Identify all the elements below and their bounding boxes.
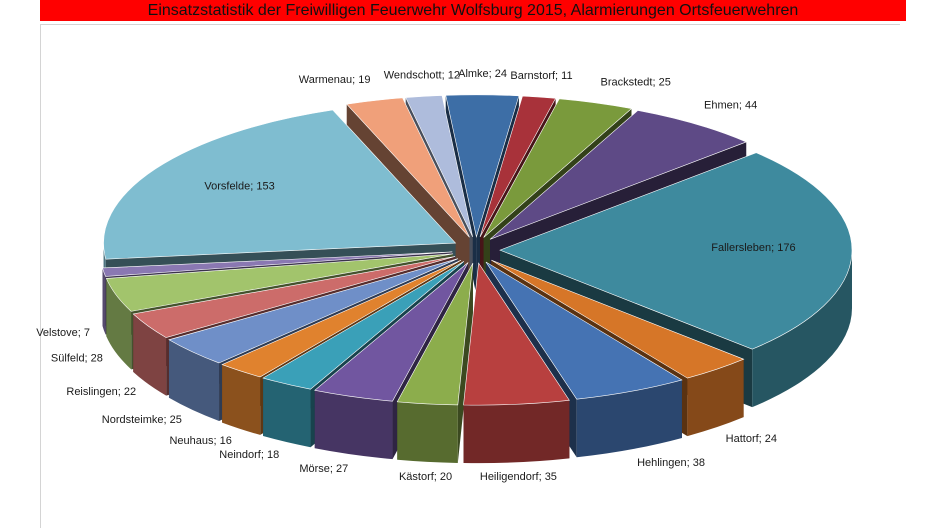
slice-label-m-rse: Mörse; 27 <box>299 463 348 475</box>
slice-label-vorsfelde: Vorsfelde; 153 <box>204 181 274 193</box>
slice-label-wendschott: Wendschott; 12 <box>384 69 460 81</box>
slice-velstove <box>102 251 453 277</box>
slice-brackstedt <box>483 98 633 238</box>
slice-barnstorf <box>479 95 557 238</box>
slice-wall-neindorf-1 <box>263 261 464 437</box>
slice-label-ehmen: Ehmen; 44 <box>704 100 757 112</box>
slice-hehlingen <box>485 261 683 400</box>
slice-k-storf <box>396 262 474 406</box>
slice-side-heiligendorf-0 <box>463 400 570 464</box>
slice-fallersleben <box>499 152 853 350</box>
slice-side-reislingen-0 <box>133 313 167 396</box>
slice-hattorf <box>491 259 745 379</box>
slice-label-velstove: Velstove; 7 <box>36 327 90 339</box>
slice-almke <box>445 94 520 238</box>
slice-ehmen <box>489 110 748 240</box>
slice-s-lfeld <box>105 253 454 312</box>
slice-side-k-storf-0 <box>397 401 458 463</box>
slice-label-k-storf: Kästorf; 20 <box>399 471 452 483</box>
slice-label-neuhaus: Neuhaus; 16 <box>169 435 231 447</box>
slice-reislingen <box>132 256 456 338</box>
slice-label-nordsteimke: Nordsteimke; 25 <box>102 414 182 426</box>
chart-title-bar: Einsatzstatistik der Freiwilligen Feuerw… <box>40 0 906 21</box>
slice-heiligendorf <box>463 262 570 406</box>
slice-side-fallersleben-0 <box>752 250 852 408</box>
slice-label-brackstedt: Brackstedt; 25 <box>601 77 671 89</box>
slice-side-neindorf-0 <box>263 378 311 448</box>
slice-tops <box>102 94 853 406</box>
slice-label-fallersleben: Fallersleben; 176 <box>711 242 795 254</box>
slice-label-hehlingen: Hehlingen; 38 <box>637 457 705 469</box>
slice-side-hehlingen-0 <box>576 379 682 458</box>
slice-label-warmenau: Warmenau; 19 <box>299 74 371 86</box>
slice-vorsfelde <box>103 109 457 260</box>
slice-labels: Almke; 24 Barnstorf; 11 Brackstedt; 25 Ehme… <box>36 68 795 483</box>
slice-label-hattorf: Hattorf; 24 <box>726 433 777 445</box>
slice-label-almke: Almke; 24 <box>458 68 507 80</box>
slice-label-s-lfeld: Sülfeld; 28 <box>51 352 103 364</box>
slice-m-rse <box>314 262 469 402</box>
slice-side-hattorf-0 <box>687 359 744 437</box>
slice-label-barnstorf: Barnstorf; 11 <box>510 70 572 82</box>
chart-title: Einsatzstatistik der Freiwilligen Feuerw… <box>147 1 799 19</box>
slice-label-neindorf: Neindorf; 18 <box>219 449 279 461</box>
slice-label-reislingen: Reislingen; 22 <box>66 386 136 398</box>
slice-warmenau <box>346 97 470 238</box>
slice-side-velstove-0 <box>102 267 106 335</box>
slice-neindorf <box>262 261 465 390</box>
slice-wendschott <box>405 95 473 238</box>
slice-side-m-rse-0 <box>314 390 393 460</box>
chart-frame <box>40 24 900 528</box>
slice-nordsteimke <box>168 258 459 364</box>
slice-neuhaus <box>221 260 462 378</box>
slice-side-s-lfeld-0 <box>106 278 132 370</box>
slice-side-nordsteimke-0 <box>168 339 220 421</box>
slice-label-heiligendorf: Heiligendorf; 35 <box>480 471 557 483</box>
slice-side-neuhaus-0 <box>222 364 261 435</box>
